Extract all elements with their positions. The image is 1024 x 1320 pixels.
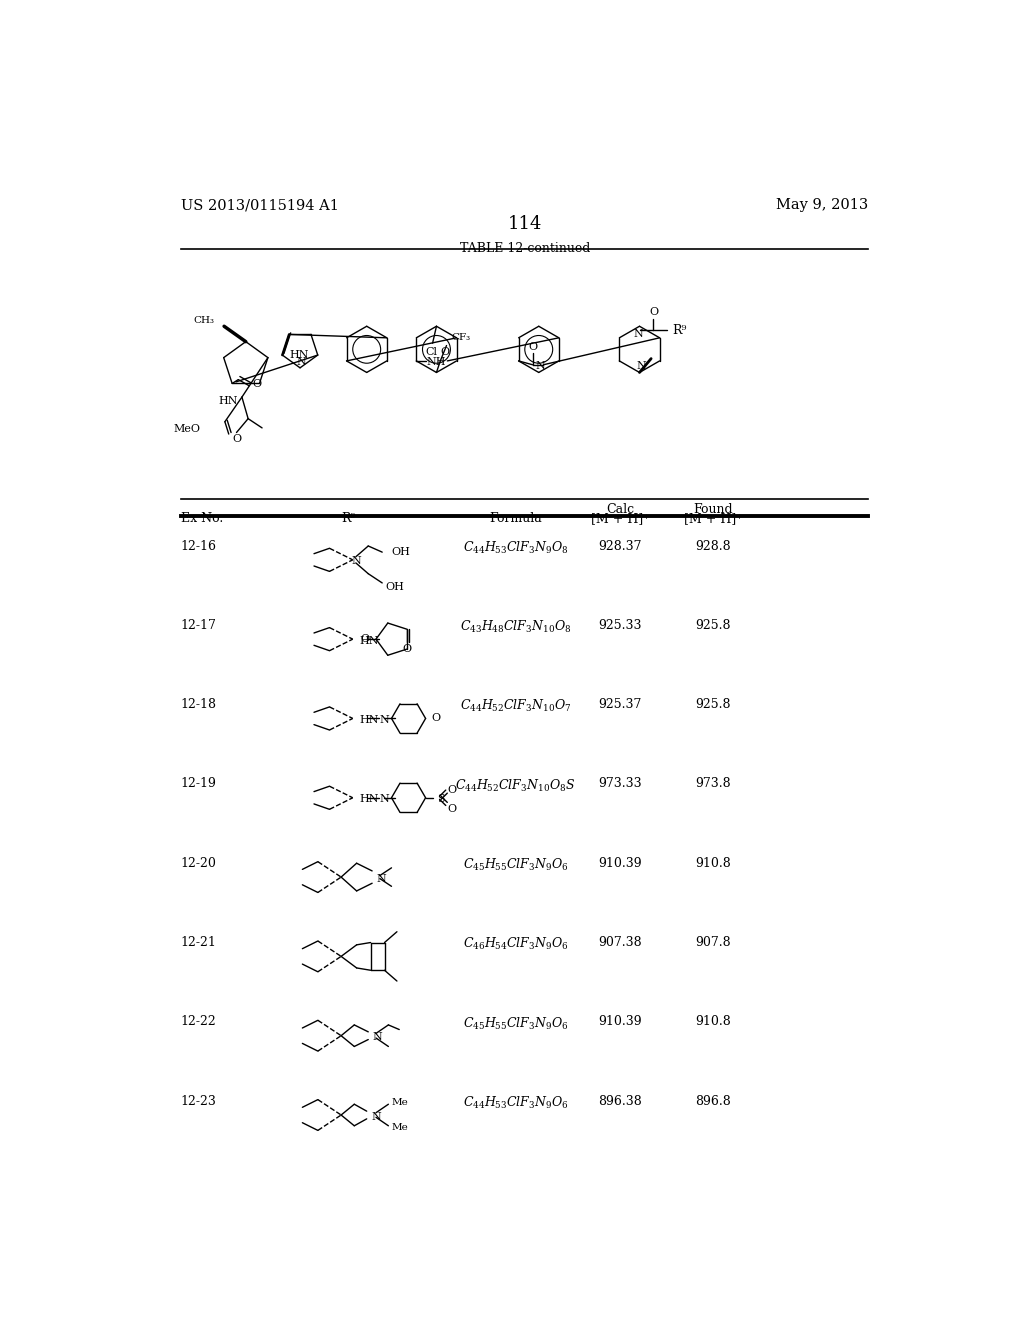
Text: TABLE 12-continued: TABLE 12-continued <box>460 242 590 255</box>
Text: HN: HN <box>359 636 379 645</box>
Text: N: N <box>376 874 386 883</box>
Text: $C_{44}H_{53}ClF_{3}N_{9}O_{6}$: $C_{44}H_{53}ClF_{3}N_{9}O_{6}$ <box>463 1094 568 1111</box>
Text: R⁹: R⁹ <box>672 323 686 337</box>
Text: Formula: Formula <box>489 512 542 525</box>
Text: Ex No.: Ex No. <box>180 512 223 525</box>
Text: CH₃: CH₃ <box>194 315 215 325</box>
Text: CF₃: CF₃ <box>452 334 470 342</box>
Text: N: N <box>379 795 389 804</box>
Text: R⁹: R⁹ <box>342 512 356 525</box>
Text: [M + H]⁺: [M + H]⁺ <box>684 512 742 525</box>
Text: US 2013/0115194 A1: US 2013/0115194 A1 <box>180 198 339 213</box>
Text: 925.8: 925.8 <box>695 698 731 711</box>
Text: N: N <box>297 356 306 367</box>
Text: O: O <box>360 634 370 644</box>
Text: 910.39: 910.39 <box>598 1015 642 1028</box>
Text: $C_{44}H_{53}ClF_{3}N_{9}O_{8}$: $C_{44}H_{53}ClF_{3}N_{9}O_{8}$ <box>463 540 568 556</box>
Text: $C_{46}H_{54}ClF_{3}N_{9}O_{6}$: $C_{46}H_{54}ClF_{3}N_{9}O_{6}$ <box>463 936 568 952</box>
Text: N: N <box>633 329 643 339</box>
Text: HN: HN <box>359 795 379 804</box>
Text: 928.37: 928.37 <box>598 540 642 553</box>
Text: $C_{43}H_{48}ClF_{3}N_{10}O_{8}$: $C_{43}H_{48}ClF_{3}N_{10}O_{8}$ <box>460 619 571 635</box>
Text: 910.8: 910.8 <box>695 1015 731 1028</box>
Text: Cl: Cl <box>426 347 438 358</box>
Text: [M + H]⁺: [M + H]⁺ <box>591 512 649 525</box>
Text: Me: Me <box>391 1098 409 1107</box>
Text: 973.8: 973.8 <box>695 777 731 791</box>
Text: OH: OH <box>385 582 404 591</box>
Text: 907.8: 907.8 <box>695 936 731 949</box>
Text: N: N <box>351 556 360 566</box>
Text: $C_{45}H_{55}ClF_{3}N_{9}O_{6}$: $C_{45}H_{55}ClF_{3}N_{9}O_{6}$ <box>463 857 568 873</box>
Text: $C_{45}H_{55}ClF_{3}N_{9}O_{6}$: $C_{45}H_{55}ClF_{3}N_{9}O_{6}$ <box>463 1015 568 1031</box>
Text: 12-21: 12-21 <box>180 936 216 949</box>
Text: 114: 114 <box>508 215 542 232</box>
Text: O: O <box>432 713 441 723</box>
Text: O: O <box>649 308 658 317</box>
Text: Found: Found <box>693 503 733 516</box>
Text: N: N <box>372 1111 381 1122</box>
Text: 896.8: 896.8 <box>695 1094 731 1107</box>
Text: 925.8: 925.8 <box>695 619 731 632</box>
Text: 12-19: 12-19 <box>180 777 216 791</box>
Text: N: N <box>636 362 646 371</box>
Text: HN: HN <box>218 396 238 407</box>
Text: O: O <box>440 347 450 356</box>
Text: 907.38: 907.38 <box>598 936 642 949</box>
Text: 896.38: 896.38 <box>598 1094 642 1107</box>
Text: 928.8: 928.8 <box>695 540 731 553</box>
Text: 925.33: 925.33 <box>598 619 642 632</box>
Text: N: N <box>372 1032 382 1043</box>
Text: O: O <box>447 804 457 813</box>
Text: N: N <box>536 362 545 371</box>
Text: N: N <box>379 715 389 725</box>
Text: S: S <box>437 795 444 804</box>
Text: OH: OH <box>391 546 411 557</box>
Text: $C_{44}H_{52}ClF_{3}N_{10}O_{7}$: $C_{44}H_{52}ClF_{3}N_{10}O_{7}$ <box>460 698 571 714</box>
Text: 925.37: 925.37 <box>598 698 642 711</box>
Text: 910.8: 910.8 <box>695 857 731 870</box>
Text: O: O <box>232 434 242 444</box>
Text: 12-16: 12-16 <box>180 540 217 553</box>
Text: 12-20: 12-20 <box>180 857 216 870</box>
Text: 12-17: 12-17 <box>180 619 216 632</box>
Text: 12-23: 12-23 <box>180 1094 216 1107</box>
Text: $C_{44}H_{52}ClF_{3}N_{10}O_{8}S$: $C_{44}H_{52}ClF_{3}N_{10}O_{8}S$ <box>456 777 575 793</box>
Text: O: O <box>252 379 261 389</box>
Text: NH: NH <box>427 358 446 367</box>
Text: 910.39: 910.39 <box>598 857 642 870</box>
Text: O: O <box>447 785 457 795</box>
Text: Me: Me <box>391 1123 409 1131</box>
Text: 973.33: 973.33 <box>598 777 642 791</box>
Text: 12-18: 12-18 <box>180 698 217 711</box>
Text: HN: HN <box>289 350 308 360</box>
Text: May 9, 2013: May 9, 2013 <box>776 198 868 213</box>
Text: MeO: MeO <box>173 425 200 434</box>
Text: Calc: Calc <box>606 503 634 516</box>
Text: O: O <box>402 644 412 655</box>
Text: O: O <box>528 342 538 352</box>
Text: 12-22: 12-22 <box>180 1015 216 1028</box>
Text: HN: HN <box>359 715 379 725</box>
